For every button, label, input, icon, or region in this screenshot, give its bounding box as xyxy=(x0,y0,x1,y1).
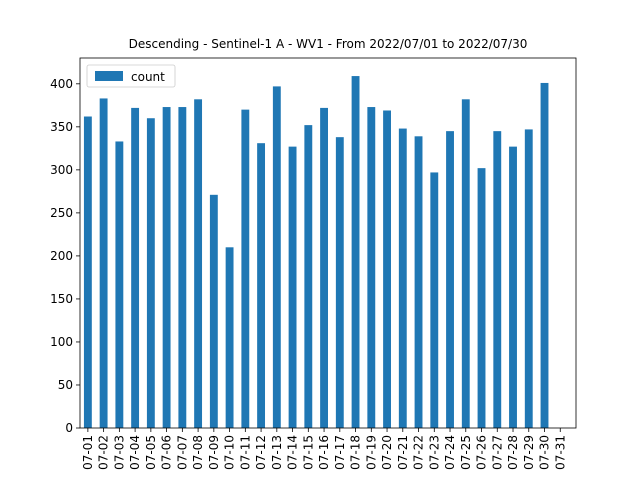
x-tick-label: 07-09 xyxy=(207,435,221,470)
x-tick-label: 07-17 xyxy=(333,435,347,470)
x-tick-label: 07-12 xyxy=(254,435,268,470)
x-tick-label: 07-05 xyxy=(144,435,158,470)
y-axis: 0 50 100 150 200 250 300 350 400 xyxy=(50,77,80,435)
y-tick-label: 200 xyxy=(50,249,73,263)
bar-07-25 xyxy=(461,99,470,429)
x-tick-label: 07-21 xyxy=(396,435,410,470)
x-tick-label: 07-07 xyxy=(175,435,189,470)
bar-07-21 xyxy=(398,128,407,428)
legend-swatch-count xyxy=(95,71,123,81)
x-tick-label: 07-22 xyxy=(412,435,426,470)
x-tick-label: 07-26 xyxy=(475,435,489,470)
bar-07-27 xyxy=(493,131,502,429)
x-tick-label: 07-04 xyxy=(128,435,142,470)
y-tick-label: 300 xyxy=(50,163,73,177)
x-tick-label: 07-08 xyxy=(191,435,205,470)
x-tick-label: 07-24 xyxy=(443,435,457,470)
x-tick-label: 07-23 xyxy=(427,435,441,470)
bar-07-19 xyxy=(367,107,376,428)
x-tick-label: 07-15 xyxy=(301,435,315,470)
bar-07-07 xyxy=(178,107,187,428)
plot-frame xyxy=(79,57,577,429)
bar-07-18 xyxy=(351,76,360,429)
bar-07-11 xyxy=(241,109,250,429)
x-tick-label: 07-30 xyxy=(538,435,552,470)
bar-07-28 xyxy=(509,146,517,428)
bar-07-02 xyxy=(99,98,108,428)
bar-07-14 xyxy=(288,146,297,428)
x-tick-label: 07-14 xyxy=(286,435,300,470)
bar-07-23 xyxy=(430,172,439,428)
bar-07-09 xyxy=(209,194,218,428)
bar-07-22 xyxy=(414,136,423,429)
x-tick-label: 07-19 xyxy=(364,435,378,470)
x-tick-label: 07-27 xyxy=(490,435,504,470)
bars-layer xyxy=(83,76,549,429)
bar-07-01 xyxy=(83,116,92,428)
y-tick-label: 250 xyxy=(50,206,73,220)
bar-07-12 xyxy=(257,143,266,429)
bar-07-29 xyxy=(524,129,533,428)
y-tick-label: 400 xyxy=(50,77,73,91)
bar-07-03 xyxy=(115,141,124,428)
legend-box xyxy=(86,64,176,88)
x-tick-label: 07-18 xyxy=(349,435,363,470)
y-tick-label: 150 xyxy=(50,292,73,306)
x-tick-label: 07-03 xyxy=(112,435,126,470)
x-tick-label: 07-11 xyxy=(238,435,252,470)
x-tick-label: 07-01 xyxy=(81,435,95,470)
x-tick-label: 07-31 xyxy=(553,435,567,470)
legend: count xyxy=(86,64,176,88)
bar-07-13 xyxy=(272,86,281,428)
x-tick-label: 07-16 xyxy=(317,435,331,470)
y-tick-label: 100 xyxy=(50,335,73,349)
bar-07-10 xyxy=(225,247,234,428)
bar-07-05 xyxy=(146,118,155,429)
legend-label-count: count xyxy=(131,70,165,84)
x-tick-label: 07-25 xyxy=(459,435,473,470)
x-tick-label: 07-29 xyxy=(522,435,536,470)
bar-07-17 xyxy=(335,137,344,429)
bar-07-24 xyxy=(446,131,454,429)
bar-07-16 xyxy=(320,107,328,428)
bar-07-30 xyxy=(540,82,549,428)
chart-title: Descending - Sentinel-1 A - WV1 - From 2… xyxy=(129,37,528,51)
y-tick-label: 350 xyxy=(50,120,73,134)
bar-07-20 xyxy=(383,110,391,428)
bar-07-08 xyxy=(194,99,203,429)
bar-07-26 xyxy=(477,168,486,429)
bar-07-15 xyxy=(304,125,313,429)
x-tick-label: 07-20 xyxy=(380,435,394,470)
x-tick-label: 07-28 xyxy=(506,435,520,470)
x-axis: 07-01 07-02 07-03 07-04 07-05 07-06 07-07 07-08… xyxy=(81,428,567,470)
x-tick-label: 07-06 xyxy=(160,435,174,470)
y-tick-label: 0 xyxy=(65,421,73,435)
bar-07-06 xyxy=(162,107,171,428)
x-tick-label: 07-02 xyxy=(97,435,111,470)
x-tick-label: 07-10 xyxy=(223,435,237,470)
x-tick-label: 07-13 xyxy=(270,435,284,470)
y-tick-label: 50 xyxy=(58,378,73,392)
bar-07-04 xyxy=(131,107,140,428)
